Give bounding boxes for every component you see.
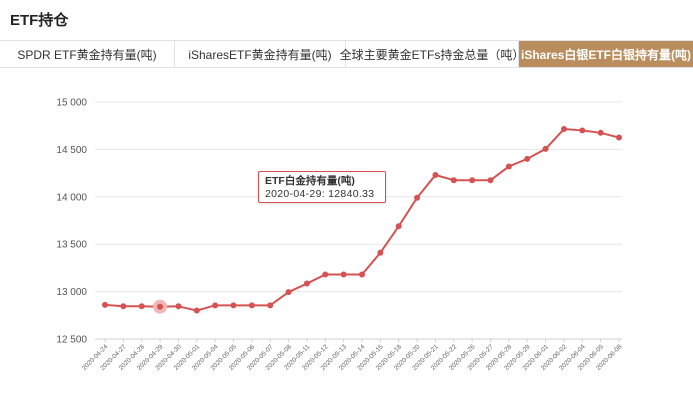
data-point (120, 303, 127, 310)
data-point (303, 280, 310, 287)
data-point (616, 134, 622, 141)
data-point (377, 249, 384, 256)
page-title: ETF持仓 (10, 12, 69, 29)
y-tick-label: 13 000 (56, 287, 87, 298)
data-point (340, 271, 347, 278)
data-point (450, 177, 457, 184)
data-point (395, 223, 402, 230)
data-point (597, 129, 604, 136)
data-point (322, 271, 329, 278)
data-point (212, 302, 219, 309)
data-point (267, 302, 274, 309)
data-point (102, 301, 108, 308)
tab-ishares-gold[interactable]: iSharesETF黄金持有量(吨) (175, 41, 346, 67)
data-point (469, 177, 476, 184)
chart-tooltip: ETF白金持有量(吨) 2020-04-29: 12840.33 (258, 171, 386, 203)
etf-chart: 12 500 13 000 13 500 14 000 14 500 15 000 2020… (0, 68, 693, 400)
data-point (230, 302, 237, 309)
data-point (414, 194, 421, 201)
tab-bar: SPDR ETF黄金持有量(吨) iSharesETF黄金持有量(吨) 全球主要… (0, 40, 693, 68)
data-point (487, 177, 494, 184)
tab-spdr-gold[interactable]: SPDR ETF黄金持有量(吨) (0, 41, 175, 67)
data-point (175, 303, 182, 310)
data-point (579, 127, 586, 134)
data-point (560, 126, 567, 133)
data-point (193, 307, 200, 314)
data-point (285, 289, 292, 296)
y-tick-label: 12 500 (56, 335, 87, 346)
data-point (138, 303, 145, 310)
data-point (524, 155, 531, 162)
tooltip-value: 2020-04-29: 12840.33 (265, 188, 375, 200)
y-tick-label: 14 000 (56, 192, 87, 203)
tooltip-title: ETF白金持有量(吨) (265, 175, 355, 187)
data-point (248, 302, 255, 309)
tab-global-gold-etfs[interactable]: 全球主要黄金ETFs持金总量（吨） (340, 41, 524, 67)
data-point (432, 171, 439, 178)
y-tick-label: 13 500 (56, 240, 87, 251)
line-chart-svg: 12 500 13 000 13 500 14 000 14 500 15 000 2020… (56, 98, 623, 372)
data-point (542, 145, 549, 152)
y-tick-label: 14 500 (56, 145, 87, 156)
tab-ishares-silver[interactable]: iShares白银ETF白银持有量(吨) (519, 41, 693, 67)
series-line (104, 128, 620, 312)
data-point (359, 271, 365, 278)
y-tick-label: 15 000 (56, 98, 87, 109)
data-point (157, 303, 164, 310)
data-point (505, 163, 512, 170)
